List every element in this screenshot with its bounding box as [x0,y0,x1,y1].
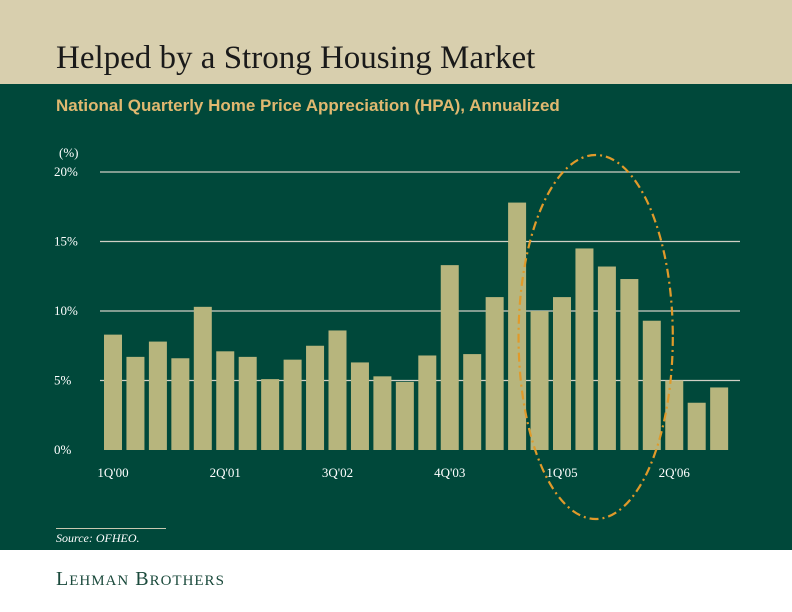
source-divider [56,528,166,529]
bar [261,379,280,450]
bars [104,202,729,450]
source-note: Source: OFHEO. [56,531,140,545]
chart-subtitle: National Quarterly Home Price Appreciati… [56,96,560,115]
bar [328,330,347,450]
bar [104,334,122,450]
bar [553,297,571,450]
x-tick-label: 1Q'05 [546,465,577,480]
y-tick-labels: 0% 5% 10% 15% 20% [54,164,78,457]
bar [306,345,325,450]
bar [395,381,414,450]
slide-title: Helped by a Strong Housing Market [56,40,536,76]
bar [418,355,437,450]
bar [216,351,235,450]
bar [642,320,661,450]
footer [0,550,792,612]
bar [597,266,616,450]
bar [463,354,482,450]
bar [665,380,684,450]
bar [687,402,706,450]
bar [148,341,167,450]
x-tick-label: 3Q'02 [322,465,353,480]
bar [575,248,594,450]
y-tick-label: 0% [54,442,72,457]
y-tick-label: 5% [54,373,72,388]
bar [710,387,729,450]
x-tick-label: 4Q'03 [434,465,465,480]
bar [620,279,639,450]
lehman-brothers-logo: LEHMAN BROTHERS [56,568,225,590]
bar [373,376,392,450]
bar [530,311,549,450]
x-tick-label: 2Q'01 [210,465,241,480]
bar [350,362,369,450]
chart-panel [0,84,792,550]
y-tick-label: 15% [54,234,78,249]
x-tick-label: 1Q'00 [97,465,128,480]
x-tick-labels: 1Q'00 2Q'01 3Q'02 4Q'03 1Q'05 2Q'06 [97,465,690,480]
bar [508,202,527,450]
bar [126,356,145,450]
bar [238,356,257,450]
bar [485,297,504,450]
bar [440,265,459,450]
bar [171,358,190,450]
bar [193,306,212,450]
y-tick-label: 10% [54,303,78,318]
highlight-ellipse [517,153,674,521]
title-bar [0,0,792,84]
bar [283,359,302,450]
y-tick-label: 20% [54,164,78,179]
y-axis-label: (%) [59,145,79,160]
x-tick-label: 2Q'06 [659,465,691,480]
